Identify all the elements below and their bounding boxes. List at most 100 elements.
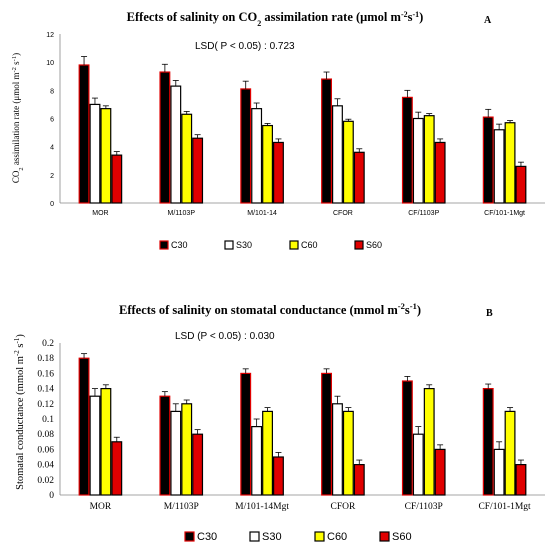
- chart-a-legend-swatch-s30: [224, 240, 234, 250]
- chart-b-plot: 0 0.02 0.04 0.06 0.08 0.1 0.12 0.14 0.16 0.18 0.2 M…: [37, 339, 545, 512]
- chart-b-ytick-label: 0.1: [42, 415, 54, 425]
- chart-b-bar-c60: [423, 388, 435, 496]
- chart-a-legend-label-s30: S30: [236, 240, 252, 250]
- chart-a-bar-c60: [504, 122, 516, 204]
- chart-b-bar-s60: [434, 448, 446, 496]
- chart-a-bar-c30: [401, 96, 413, 204]
- chart-a-category-label: MOR: [92, 210, 108, 217]
- chart-b-legend-swatch-c30: [184, 531, 195, 542]
- chart-b-category-label: CF/1103P: [405, 502, 443, 512]
- chart-a-ylabel: CO2 assimilation rate (μmol m-2 s-1): [11, 53, 25, 183]
- chart-b-category-label: MOR: [90, 502, 112, 512]
- chart-b-lsd-annotation: LSD (P < 0.05) : 0.030: [175, 331, 275, 342]
- chart-a-legend-label-s60: S60: [366, 240, 382, 250]
- chart-a-bar-s60: [272, 141, 284, 204]
- chart-a-bar-s30: [412, 117, 424, 204]
- chart-b-panel-label: B: [486, 308, 493, 319]
- chart-b-ytick-label: 0.04: [37, 461, 54, 471]
- chart-a-legend: C30 S30 C60 S60: [159, 240, 382, 250]
- chart-a-bar-s30: [89, 103, 101, 204]
- chart-b-bar-s30: [493, 448, 505, 496]
- chart-b-bar-c30: [240, 372, 252, 496]
- chart-a-bar-c60: [100, 108, 112, 204]
- chart-b-legend-swatch-s30: [249, 531, 260, 542]
- chart-a-category-label: CF/1103P: [408, 210, 439, 217]
- chart-a-ytick-label: 8: [50, 88, 54, 95]
- chart-a-ytick-label: 2: [50, 173, 54, 180]
- chart-a-bar-s30: [170, 85, 182, 204]
- chart-a-category-label: CF/101-1Mgt: [484, 210, 525, 217]
- chart-a-bar-c30: [159, 71, 171, 204]
- chart-a-bar-s30: [493, 129, 505, 204]
- chart-b-bar-c30: [78, 357, 90, 496]
- chart-a-plot: 0 2 4 6 8 10 12 MOR M/1103P M/101-14 CFOR CF/1103P C…: [46, 32, 545, 217]
- chart-a-bar-s30: [332, 105, 343, 204]
- chart-a-ytick-label: 0: [50, 201, 54, 208]
- chart-a-ytick-label: 12: [46, 32, 54, 39]
- chart-a-category-label: M/101-14: [247, 210, 277, 217]
- chart-a-category-label: CFOR: [333, 210, 353, 217]
- chart-b-bar-c30: [159, 395, 171, 496]
- chart-b-legend: C30 S30 C60 S60: [184, 531, 412, 543]
- chart-b-legend-label-c30: C30: [197, 531, 217, 543]
- chart-a-ytick-label: 10: [46, 60, 54, 67]
- chart-a-legend-label-c60: C60: [301, 240, 318, 250]
- chart-b-ytick-label: 0.14: [37, 385, 54, 395]
- chart-b-legend-label-s60: S60: [392, 531, 412, 543]
- chart-b-bar-c60: [342, 410, 354, 496]
- chart-b-bar-c60: [504, 410, 516, 496]
- chart-b-bar-c60: [262, 410, 273, 496]
- chart-b-bar-c30: [482, 388, 494, 496]
- chart-a-bar-s60: [434, 141, 446, 204]
- chart-b-ytick-label: 0: [49, 491, 54, 501]
- chart-b-category-label: CF/101-1Mgt: [478, 502, 531, 512]
- chart-b-bar-c60: [181, 403, 193, 496]
- chart-b-bar-s60: [272, 456, 284, 496]
- chart-b-bar-c60: [100, 388, 112, 496]
- chart-a-bar-s60: [192, 137, 204, 204]
- chart-a-bar-c60: [262, 124, 273, 204]
- chart-a-bar-c30: [78, 64, 90, 204]
- chart-a-legend-swatch-c30: [159, 240, 169, 250]
- chart-b-ytick-label: 0.16: [37, 369, 54, 379]
- chart-b-title: Effects of salinity on stomatal conducta…: [119, 301, 421, 317]
- chart-a-bar-c30: [321, 78, 333, 204]
- chart-a-category-label: M/1103P: [168, 210, 196, 217]
- chart-b-category-label: CFOR: [331, 502, 356, 512]
- chart-a-bar-s60: [111, 154, 123, 204]
- chart-b-ytick-label: 0.12: [37, 400, 54, 410]
- chart-b-bar-s60: [353, 464, 365, 496]
- chart-b-ytick-label: 0.18: [37, 354, 54, 364]
- chart-a-bar-c30: [240, 88, 252, 204]
- chart-a-bar-c60: [423, 115, 435, 204]
- chart-b-bar-c30: [321, 372, 333, 496]
- chart-a-bar-s60: [353, 151, 365, 204]
- chart-a-bar-c30: [482, 116, 494, 204]
- chart-b-legend-swatch-c60: [314, 531, 325, 542]
- chart-b-ytick-label: 0.02: [37, 476, 54, 486]
- chart-b-bar-s30: [332, 403, 343, 496]
- chart-b-category-label: M/1103P: [164, 502, 199, 512]
- chart-b-bar-s30: [412, 433, 424, 496]
- chart-b-bar-s60: [192, 433, 204, 496]
- chart-b-bar-s30: [89, 395, 101, 496]
- chart-b-ytick-label: 0.06: [37, 445, 54, 455]
- chart-a-legend-label-c30: C30: [171, 240, 188, 250]
- chart-a-lsd-annotation: LSD( P < 0.05) : 0.723: [195, 41, 295, 52]
- chart-b-ylabel: Stomatal conductance (mmol m-2 s-1): [13, 334, 26, 490]
- chart-a-bar-s60: [515, 165, 527, 204]
- chart-b-category-label: M/101-14Mgt: [235, 502, 289, 512]
- chart-a-bar-c60: [342, 120, 354, 204]
- chart-b-bar-s60: [111, 441, 123, 496]
- chart-b-bar-s30: [251, 426, 263, 496]
- chart-b-ytick-label: 0.2: [42, 339, 54, 349]
- chart-a-title: Effects of salinity on CO2 assimilation …: [127, 10, 424, 28]
- chart-a-panel-label: A: [484, 15, 492, 26]
- chart-b-bar-s30: [170, 410, 182, 496]
- chart-a-bar-c60: [181, 113, 193, 204]
- chart-b-legend-label-c60: C60: [327, 531, 347, 543]
- chart-a-ytick-label: 4: [50, 145, 54, 152]
- chart-b-ytick-label: 0.08: [37, 430, 54, 440]
- chart-a-bar-s30: [251, 108, 263, 204]
